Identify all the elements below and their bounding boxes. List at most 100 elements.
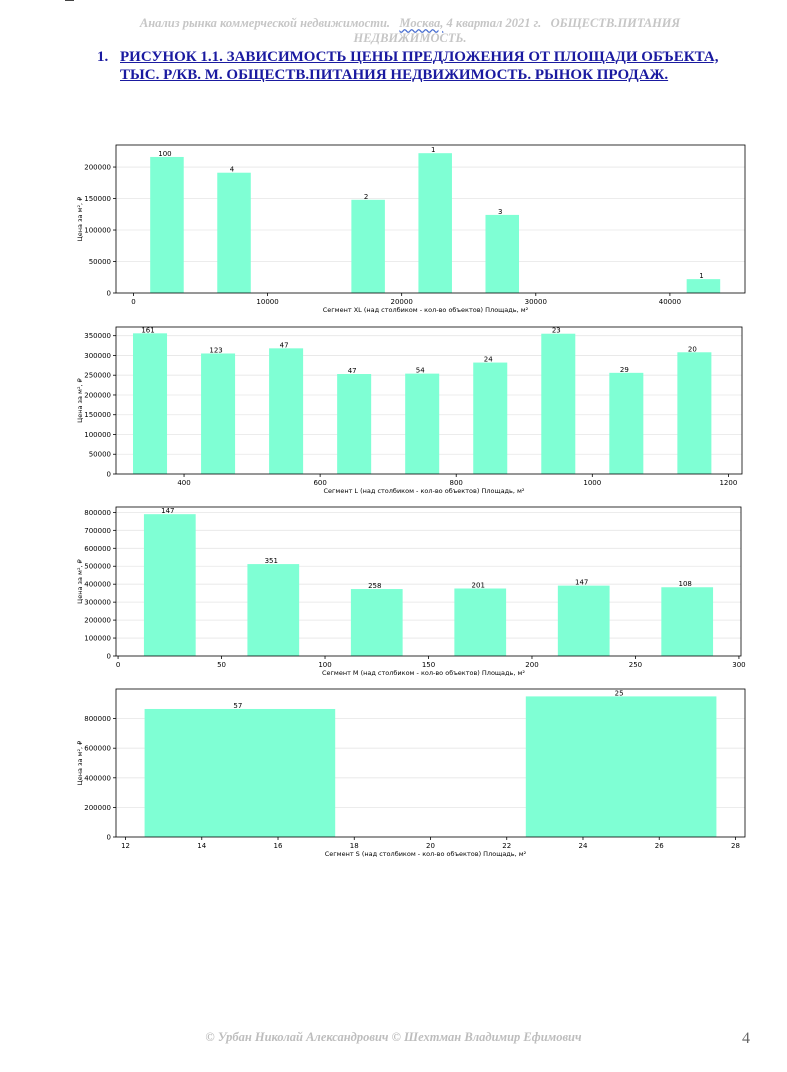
bar — [485, 214, 520, 293]
x-tick-label: 18 — [350, 842, 359, 850]
x-tick-label: 30000 — [525, 298, 547, 306]
header-part2: 4 квартал 2021 г. — [446, 16, 542, 30]
bar-count-label: 3 — [498, 208, 502, 216]
bar — [247, 564, 300, 656]
bar — [133, 333, 168, 474]
x-tick-label: 20 — [426, 842, 435, 850]
bar-count-label: 29 — [620, 366, 629, 374]
y-axis-label: Цена за м², ₽ — [76, 378, 84, 423]
chart-svg-s: 57 25 0 200000 400000 600000 800000 12 14 16 18 20 2… — [76, 688, 746, 858]
y-tick-label: 700000 — [84, 527, 111, 535]
bar-count-label: 161 — [141, 326, 154, 334]
chart-segment-m: 147 351 258 201 147 108 0 100000 200000 300000 400… — [0, 503, 787, 681]
bar — [269, 348, 304, 474]
bar — [351, 199, 385, 293]
y-tick-label: 800000 — [84, 509, 111, 517]
x-axis-label: Сегмент L (над столбиком - кол-во объект… — [323, 487, 524, 495]
y-tick-label: 0 — [107, 290, 111, 298]
x-tick-label: 150 — [422, 661, 435, 669]
y-tick-label: 0 — [107, 834, 111, 842]
plot-frame — [115, 326, 743, 475]
header-part1: Анализ рынка коммерческой недвижимости. — [139, 16, 391, 30]
y-tick-label: 600000 — [84, 745, 111, 753]
x-tick-label: 0 — [131, 298, 135, 306]
x-tick-label: 26 — [655, 842, 664, 850]
x-tick-label: 0 — [116, 661, 120, 669]
y-tick-label: 350000 — [84, 332, 111, 340]
x-tick-label: 400 — [177, 479, 190, 487]
x-tick-label: 250 — [629, 661, 642, 669]
bar — [677, 352, 712, 474]
bar — [418, 153, 452, 293]
y-tick-label: 200000 — [84, 617, 111, 625]
bar — [405, 373, 440, 474]
x-tick-label: 16 — [274, 842, 283, 850]
bar-count-label: 123 — [209, 346, 222, 354]
bar — [144, 708, 336, 837]
bar-count-label: 147 — [161, 507, 174, 515]
figure-title[interactable]: РИСУНОК 1.1. ЗАВИСИМОСТЬ ЦЕНЫ ПРЕДЛОЖЕНИ… — [120, 49, 719, 83]
bar-count-label: 25 — [615, 689, 624, 697]
x-tick-label: 40000 — [659, 298, 681, 306]
y-tick-label: 100000 — [84, 635, 111, 643]
y-tick-label: 50000 — [89, 258, 111, 266]
y-tick-label: 50000 — [89, 451, 111, 459]
x-tick-label: 22 — [502, 842, 511, 850]
y-tick-label: 0 — [107, 653, 111, 661]
x-tick-label: 28 — [731, 842, 740, 850]
bar — [150, 156, 184, 293]
bar — [525, 696, 717, 837]
bar-count-label: 351 — [265, 557, 278, 565]
chart-segment-l: 161 123 47 47 54 24 23 29 20 0 50000 100000 150000 20… — [0, 322, 787, 500]
y-tick-label: 0 — [107, 471, 111, 479]
chart-svg-xl: 100 4 2 1 3 1 0 50000 100000 150000 200000 0 10000 20… — [76, 144, 746, 314]
x-tick-label: 800 — [450, 479, 463, 487]
bar — [686, 279, 721, 293]
y-tick-label: 300000 — [84, 599, 111, 607]
bar-count-label: 47 — [280, 341, 289, 349]
y-tick-label: 400000 — [84, 774, 111, 782]
bar — [661, 587, 714, 656]
x-tick-label: 100 — [318, 661, 331, 669]
plot-frame — [115, 144, 746, 294]
y-tick-label: 400000 — [84, 581, 111, 589]
y-tick-label: 100000 — [84, 431, 111, 439]
x-axis-label: Сегмент S (над столбиком - кол-во объект… — [325, 850, 527, 858]
y-tick-label: 800000 — [84, 715, 111, 723]
bar-count-label: 2 — [364, 193, 368, 201]
bar-count-label: 23 — [552, 327, 561, 335]
bar-count-label: 54 — [416, 367, 425, 375]
bar — [337, 374, 372, 474]
chart-segment-s: 57 25 0 200000 400000 600000 800000 12 14 16 18 20 2… — [0, 685, 787, 863]
x-tick-label: 20000 — [391, 298, 413, 306]
bar — [473, 362, 508, 474]
x-tick-label: 300 — [732, 661, 745, 669]
y-tick-label: 150000 — [84, 411, 111, 419]
bar — [454, 588, 507, 656]
bar-count-label: 147 — [575, 579, 588, 587]
bar-count-label: 57 — [233, 702, 242, 710]
y-tick-label: 200000 — [84, 804, 111, 812]
y-axis-label: Цена за м², ₽ — [76, 559, 84, 604]
bar-count-label: 100 — [158, 150, 171, 158]
bar-count-label: 1 — [699, 272, 703, 280]
y-tick-label: 100000 — [84, 227, 111, 235]
x-axis-label: Сегмент XL (над столбиком - кол-во объек… — [323, 306, 529, 314]
x-axis-label: Сегмент M (над столбиком - кол-во объект… — [322, 669, 525, 677]
bar-count-label: 1 — [431, 146, 435, 154]
header-part3: ОБЩЕСТВ.ПИТАНИЯ НЕДВИЖИМОСТЬ. — [353, 16, 681, 45]
bar — [201, 353, 236, 474]
y-tick-label: 600000 — [84, 545, 111, 553]
y-tick-label: 200000 — [84, 164, 111, 172]
footer-copyright: © Урбан Николай Александрович © Шехтман … — [205, 1030, 582, 1044]
bar — [350, 589, 403, 656]
chart-svg-m: 147 351 258 201 147 108 0 100000 200000 300000 400… — [76, 506, 746, 677]
bar-count-label: 24 — [484, 356, 493, 364]
chart-svg-l: 161 123 47 47 54 24 23 29 20 0 50000 100000 150000 20… — [76, 326, 743, 495]
y-tick-label: 200000 — [84, 391, 111, 399]
x-tick-label: 1000 — [583, 479, 601, 487]
title-number: 1. — [97, 49, 109, 65]
x-tick-label: 50 — [217, 661, 226, 669]
y-tick-label: 150000 — [84, 195, 111, 203]
y-axis-label: Цена за м², ₽ — [76, 741, 84, 786]
